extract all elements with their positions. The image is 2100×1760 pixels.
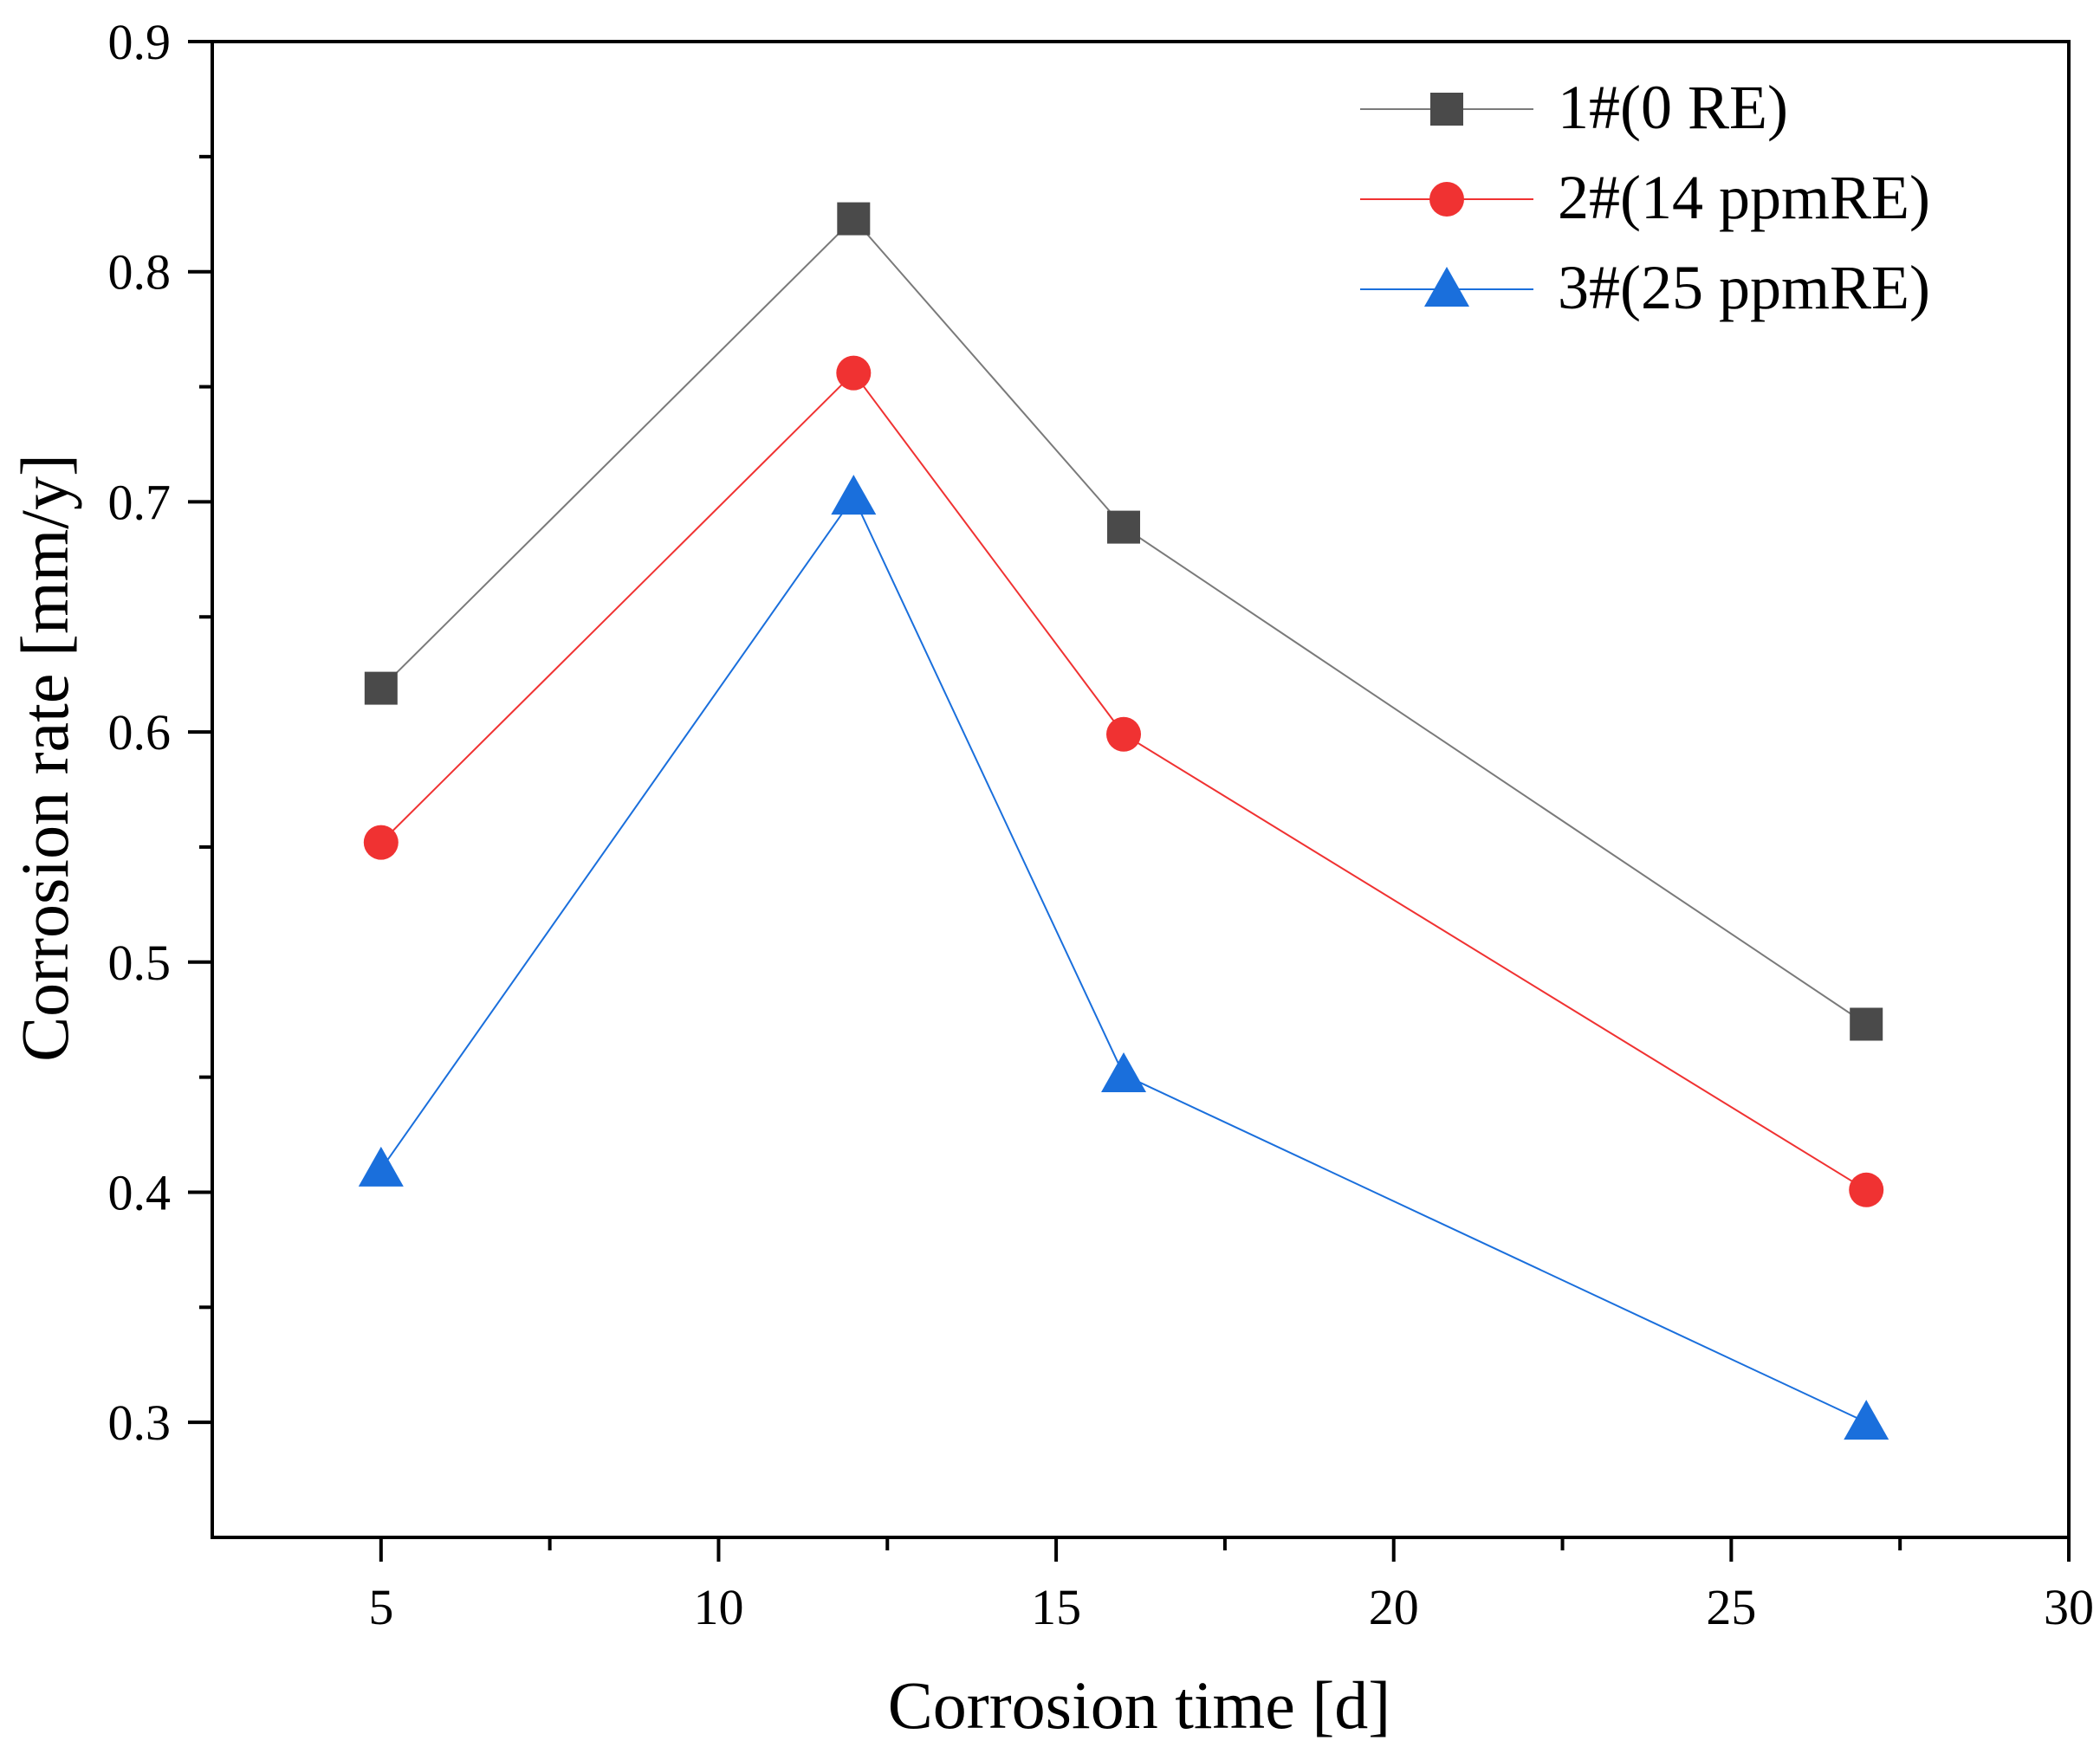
data-point bbox=[364, 671, 398, 705]
series-line bbox=[380, 495, 1867, 1424]
data-point bbox=[1101, 1051, 1147, 1092]
x-tick-label: 30 bbox=[2044, 1579, 2094, 1635]
y-tick-label: 0.3 bbox=[108, 1394, 172, 1451]
series-1 bbox=[364, 202, 1883, 1041]
legend-item: 2#(14 ppmRE) bbox=[1360, 163, 1930, 232]
x-tick-label: 25 bbox=[1706, 1579, 1756, 1635]
series-layer bbox=[358, 202, 1889, 1440]
data-point bbox=[1106, 716, 1142, 752]
legend-label: 1#(0 RE) bbox=[1558, 73, 1788, 142]
y-tick-label: 0.9 bbox=[108, 14, 172, 70]
legend-label: 3#(25 ppmRE) bbox=[1558, 253, 1930, 322]
x-tick-label: 20 bbox=[1369, 1579, 1419, 1635]
y-tick-label: 0.6 bbox=[108, 704, 172, 760]
y-tick-label: 0.5 bbox=[108, 935, 172, 991]
data-point bbox=[837, 202, 871, 236]
series-line bbox=[380, 372, 1867, 1191]
x-axis-title: Corrosion time [d] bbox=[888, 1667, 1391, 1743]
legend-marker bbox=[1430, 93, 1463, 126]
data-point bbox=[1849, 1172, 1884, 1207]
series-2 bbox=[363, 355, 1884, 1207]
y-tick-label: 0.4 bbox=[108, 1164, 172, 1220]
legend-marker bbox=[1424, 267, 1469, 307]
data-point bbox=[358, 1146, 404, 1187]
x-tick-label: 15 bbox=[1031, 1579, 1081, 1635]
data-point bbox=[836, 355, 872, 391]
series-3 bbox=[358, 475, 1889, 1440]
data-point bbox=[1107, 510, 1141, 544]
legend-label: 2#(14 ppmRE) bbox=[1558, 163, 1930, 232]
legend-item: 1#(0 RE) bbox=[1360, 73, 1788, 142]
data-point bbox=[831, 475, 877, 515]
legend: 1#(0 RE) 2#(14 ppmRE) 3#(25 ppmRE) bbox=[1360, 73, 1930, 322]
x-tick-label: 10 bbox=[693, 1579, 743, 1635]
y-axis-title: Corrosion rate [mm/y] bbox=[7, 454, 82, 1062]
data-point bbox=[363, 825, 399, 860]
x-tick-label: 5 bbox=[368, 1579, 393, 1635]
y-tick-label: 0.7 bbox=[108, 474, 172, 530]
plot-frame bbox=[211, 40, 2071, 1539]
y-tick-label: 0.8 bbox=[108, 244, 172, 301]
data-point bbox=[1850, 1007, 1883, 1041]
data-point bbox=[1844, 1400, 1889, 1440]
axes: 5 10 15 20 25 30 0.3 0.4 0.5 0.6 0.7 0.8 0.9 bbox=[108, 14, 2095, 1635]
legend-marker bbox=[1429, 182, 1464, 217]
legend-item: 3#(25 ppmRE) bbox=[1360, 253, 1930, 322]
series-line bbox=[380, 217, 1867, 1026]
